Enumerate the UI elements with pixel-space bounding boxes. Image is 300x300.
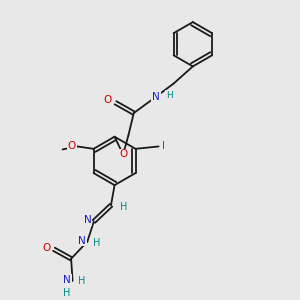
Text: N: N	[78, 236, 86, 246]
Text: H: H	[63, 288, 71, 298]
Text: N: N	[84, 215, 92, 225]
Text: N: N	[152, 92, 160, 102]
Text: O: O	[103, 95, 112, 105]
Text: H: H	[78, 277, 85, 286]
Text: O: O	[119, 149, 127, 159]
Text: I: I	[162, 142, 165, 152]
Text: H: H	[120, 202, 127, 212]
Text: O: O	[42, 242, 50, 253]
Text: N: N	[63, 275, 71, 285]
Text: H: H	[166, 91, 172, 100]
Text: H: H	[93, 238, 100, 248]
Text: O: O	[68, 141, 76, 151]
